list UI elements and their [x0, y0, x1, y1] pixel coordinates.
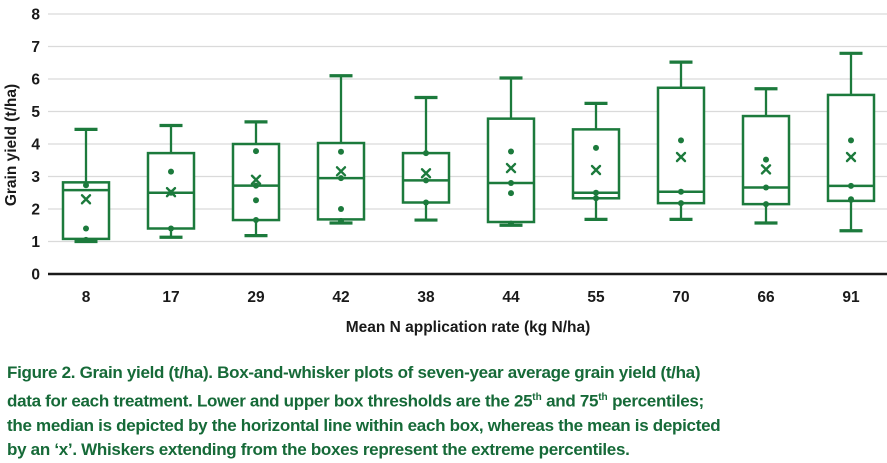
box-plots — [61, 51, 876, 244]
data-point — [508, 148, 514, 155]
x-axis-tick-labels: 8 17 29 42 38 44 55 70 66 91 — [82, 289, 860, 306]
boxplot-chart: 0 1 2 3 4 5 6 7 8 Grain yield (t/ha) 8 17 29 42 38 44… — [3, 7, 887, 336]
x-tick-label: 91 — [842, 289, 860, 306]
caption-text: and 75 — [541, 391, 599, 411]
x-tick-label: 29 — [247, 289, 265, 306]
mean-x-marker — [165, 186, 177, 198]
data-point — [593, 144, 599, 151]
data-point — [423, 199, 429, 206]
caption-line: data for each treatment. Lower and upper… — [7, 386, 881, 414]
box-plot-91 — [826, 51, 876, 233]
x-tick-label: 66 — [757, 289, 775, 306]
caption-line: the median is depicted by the horizontal… — [7, 414, 881, 439]
box-plot-55 — [571, 101, 621, 221]
data-point — [763, 184, 769, 191]
caption-line: by an ‘x’. Whiskers extending from the b… — [7, 438, 881, 463]
mean-x-marker — [505, 162, 517, 174]
data-point — [338, 218, 344, 225]
x-tick-label: 17 — [162, 289, 179, 306]
iqr-box — [656, 86, 706, 205]
x-tick-label: 42 — [332, 289, 349, 306]
y-tick-label: 4 — [31, 137, 40, 154]
caption-text: percentiles; — [607, 391, 704, 411]
data-point — [338, 206, 344, 212]
data-point — [423, 177, 429, 184]
y-axis-title: Grain yield (t/ha) — [3, 84, 20, 206]
data-point — [338, 148, 344, 155]
y-tick-label: 6 — [31, 72, 40, 89]
box-plot-44 — [486, 76, 536, 227]
data-point — [83, 236, 89, 243]
caption-line: Figure 2. Grain yield (t/ha). Box-and-wh… — [7, 361, 881, 386]
x-tick-label: 70 — [672, 289, 689, 306]
data-point — [253, 197, 259, 204]
x-tick-label: 55 — [587, 289, 605, 306]
data-point — [508, 180, 514, 186]
caption-text: Figure 2. Grain yield (t/ha). Box-and-wh… — [7, 363, 701, 382]
data-point — [253, 182, 259, 189]
data-point — [508, 190, 514, 197]
data-point — [253, 148, 259, 155]
box-plot-66 — [741, 87, 791, 225]
iqr-box — [231, 142, 281, 222]
data-point — [83, 225, 89, 232]
data-point — [168, 168, 174, 175]
data-point — [168, 225, 174, 232]
data-point — [678, 200, 684, 207]
caption-text: by an ‘x’. Whiskers extending from the b… — [7, 440, 630, 460]
data-point — [253, 217, 259, 224]
x-axis-title: Mean N application rate (kg N/ha) — [346, 319, 591, 336]
data-point — [763, 156, 769, 163]
mean-x-marker — [335, 166, 347, 177]
data-point — [848, 196, 854, 203]
mean-x-marker — [420, 168, 432, 179]
y-axis-tick-labels: 0 1 2 3 4 5 6 7 8 — [31, 7, 40, 284]
y-tick-label: 0 — [31, 267, 40, 284]
mean-x-marker — [250, 174, 262, 185]
data-point — [423, 150, 429, 157]
caption-text: data for each treatment. Lower and upper… — [7, 391, 533, 411]
data-point — [763, 201, 769, 208]
x-tick-label: 44 — [502, 289, 520, 306]
data-point — [593, 189, 599, 196]
y-tick-label: 5 — [31, 104, 40, 121]
data-point — [678, 137, 684, 144]
y-tick-label: 8 — [31, 7, 40, 24]
data-point — [848, 182, 854, 189]
caption-superscript: th — [598, 391, 608, 403]
mean-x-marker — [845, 151, 857, 163]
iqr-box — [486, 117, 536, 224]
box-plot-8 — [61, 127, 111, 244]
mean-x-marker — [80, 194, 92, 205]
y-tick-label: 2 — [31, 202, 40, 219]
y-tick-label: 3 — [31, 169, 40, 186]
data-point — [848, 137, 854, 144]
x-tick-label: 8 — [82, 289, 91, 306]
figure-caption: Figure 2. Grain yield (t/ha). Box-and-wh… — [7, 361, 881, 463]
box-plot-70 — [656, 60, 706, 221]
box-plot-17 — [146, 123, 196, 239]
data-point — [508, 220, 514, 227]
mean-x-marker — [675, 151, 687, 163]
box-plot-42 — [316, 74, 366, 225]
x-tick-label: 38 — [417, 289, 435, 306]
caption-text: the median is depicted by the horizontal… — [7, 415, 721, 435]
data-point — [678, 188, 684, 195]
iqr-box — [571, 128, 621, 200]
caption-superscript: th — [532, 391, 542, 403]
box-plot-29 — [231, 120, 281, 238]
data-point — [338, 175, 344, 182]
box-plot-38 — [401, 95, 451, 222]
mean-x-marker — [760, 164, 772, 175]
y-tick-label: 7 — [31, 39, 40, 56]
data-point — [83, 182, 89, 189]
y-tick-label: 1 — [31, 234, 40, 251]
mean-x-marker — [590, 164, 602, 176]
data-point — [593, 195, 599, 202]
